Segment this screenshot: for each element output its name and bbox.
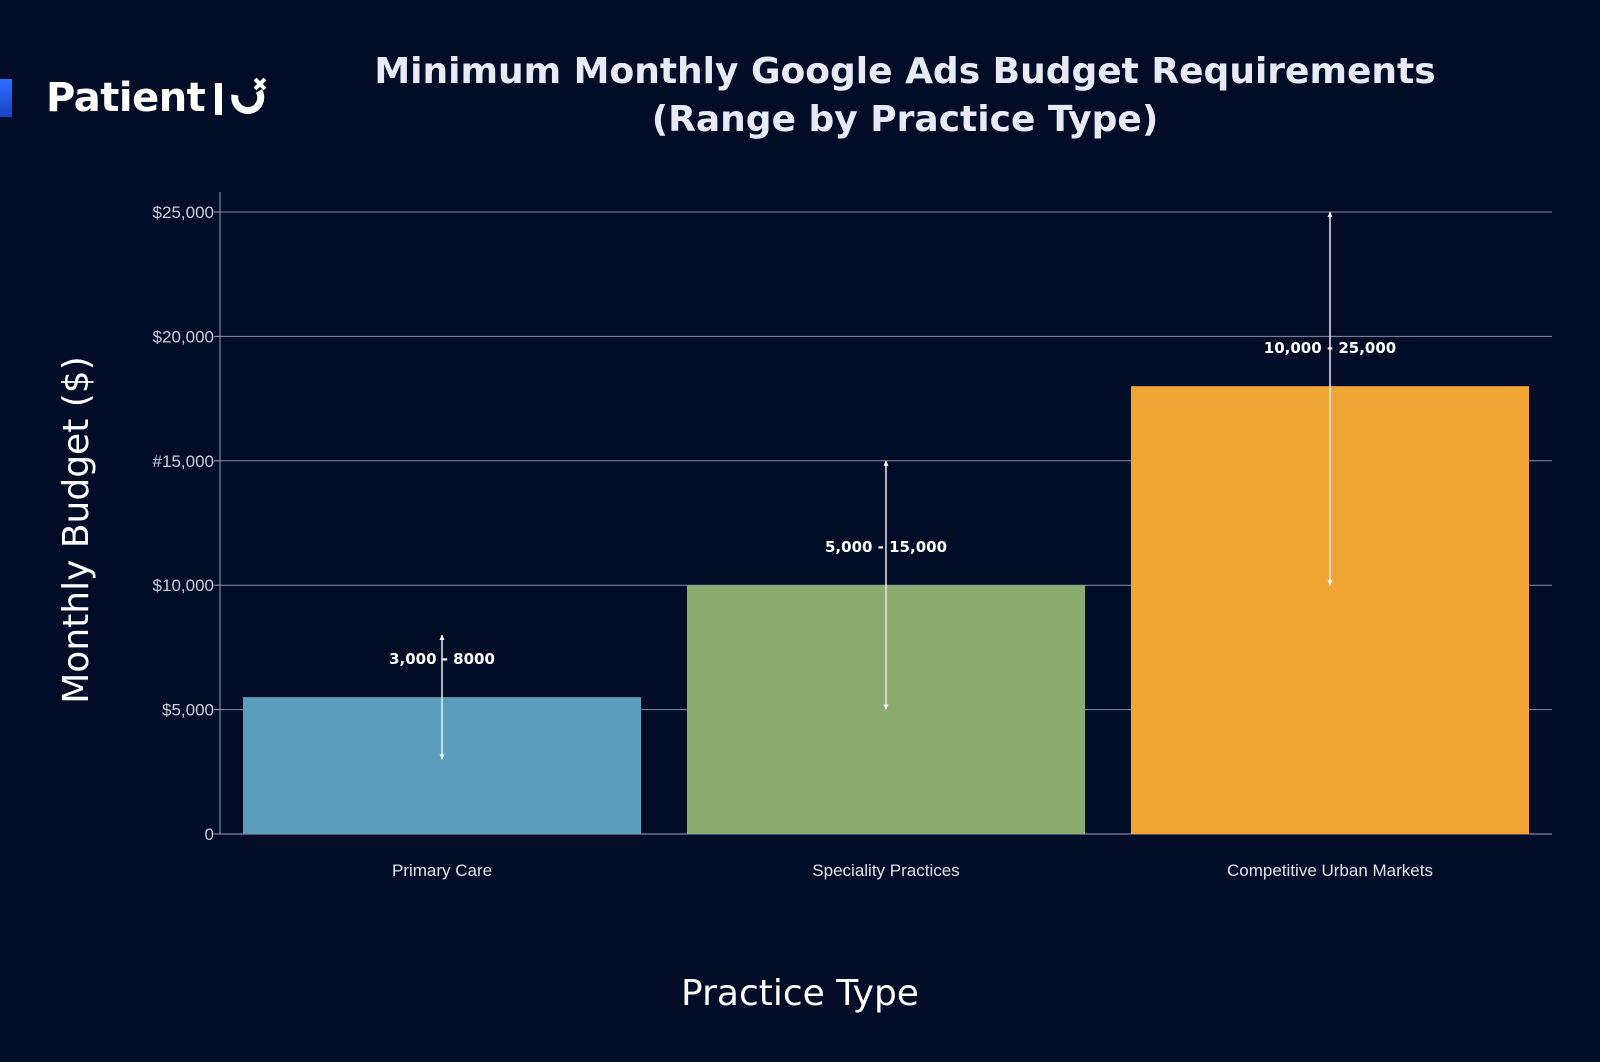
chart-title-line-1: Minimum Monthly Google Ads Budget Requir…: [374, 51, 1436, 92]
range-cap-low: [439, 754, 445, 760]
patient10-logo-icon: [215, 77, 267, 115]
range-cap-low: [1327, 580, 1333, 586]
y-axis-title: Monthly Budget ($): [56, 356, 97, 704]
range-cap-high: [439, 634, 445, 640]
bars: [243, 386, 1529, 834]
y-tick-label: $10,000: [153, 576, 214, 595]
y-tick-label: $25,000: [153, 203, 214, 222]
chart-title: Minimum Monthly Google Ads Budget Requir…: [330, 48, 1480, 144]
y-axis-ticks: 0 $5,000 #15,000 $10,000 $20,000 $25,000: [153, 203, 220, 844]
data-labels: 3,000 - 8000 5,000 - 15,000 10,000 - 25,00…: [389, 339, 1396, 668]
data-label: 10,000 - 25,000: [1264, 339, 1396, 357]
y-tick-label: #15,000: [153, 452, 214, 471]
brand-logo: Patient: [0, 70, 269, 126]
x-category-label: Primary Care: [392, 861, 492, 880]
y-tick-label: $5,000: [162, 701, 214, 720]
y-tick-label: 0: [205, 825, 214, 844]
data-label: 5,000 - 15,000: [825, 538, 947, 556]
x-axis-categories: Primary Care Speciality Practices Competit…: [392, 861, 1433, 880]
y-tick-label: $20,000: [153, 327, 214, 346]
x-axis-title: Practice Type: [681, 973, 919, 1014]
range-cap-low: [883, 704, 889, 710]
data-label: 3,000 - 8000: [389, 650, 495, 668]
x-category-label: Competitive Urban Markets: [1227, 861, 1433, 880]
x-category-label: Speciality Practices: [812, 861, 959, 880]
range-bars: [439, 212, 1333, 760]
brand-name: Patient: [46, 75, 206, 121]
logo-accent-bar: [0, 79, 12, 117]
chart-title-line-2: (Range by Practice Type): [651, 99, 1159, 140]
range-cap-high: [1327, 212, 1333, 217]
range-cap-high: [883, 460, 889, 466]
